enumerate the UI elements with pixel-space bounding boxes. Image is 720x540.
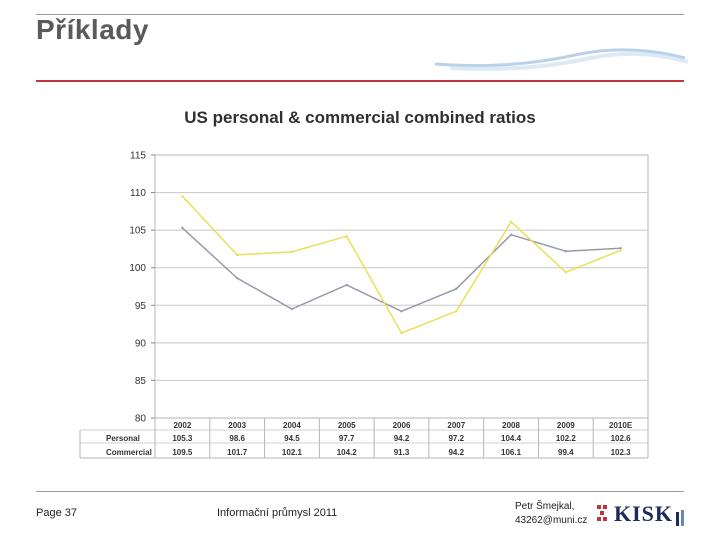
decorative-swoosh [434,48,689,71]
data-label-personal: 97.7 [339,434,355,443]
data-label-commercial: 102.1 [282,448,303,457]
x-tick-label: 2006 [393,421,411,430]
data-point-commercial [345,234,348,238]
slide-title: Příklady [36,14,149,45]
x-tick-label: 2003 [228,421,246,430]
chart-title: US personal & commercial combined ratios [184,108,536,127]
y-tick-label: 110 [130,188,146,199]
y-tick-label: 105 [129,226,146,237]
data-label-commercial: 91.3 [394,448,410,457]
data-label-commercial: 94.2 [448,448,464,457]
data-point-personal [345,283,348,287]
logo-text: KISK [614,501,674,526]
data-point-personal [509,233,513,236]
y-tick-label: 90 [135,338,147,349]
data-label-commercial: 106.1 [501,448,522,457]
x-tick-label: 2002 [173,421,191,430]
x-tick-label: 2010E [609,421,633,430]
data-label-personal: 104.4 [501,434,522,443]
legend-label-commercial: Commercial [106,448,152,457]
data-point-personal [455,287,458,290]
plot-area [154,154,649,419]
x-tick-label: 2004 [283,421,301,430]
data-point-commercial [290,250,294,254]
data-label-personal: 94.5 [284,434,300,443]
data-point-commercial [619,249,622,252]
author-email: 43262@muni.cz [515,515,588,526]
x-tick-label: 2005 [338,421,356,430]
series-line-commercial [181,195,621,335]
data-label-personal: 105.3 [172,434,193,443]
x-tick-label: 2007 [447,421,465,430]
accent-rule [36,80,684,82]
data-label-personal: 102.6 [611,434,632,443]
data-point-commercial [400,331,403,335]
y-tick-label: 85 [135,376,147,387]
data-label-personal: 97.2 [448,434,464,443]
data-point-personal [235,277,239,280]
x-tick-label: 2008 [502,421,520,430]
y-tick-label: 100 [129,263,146,274]
legend-label-personal: Personal [106,434,140,443]
footer-rule [36,491,684,492]
y-tick-label: 115 [130,151,146,162]
x-tick-label: 2009 [557,421,575,430]
y-tick-label: 95 [135,301,147,312]
data-point-commercial [509,220,513,224]
logo-bars-icon [676,510,684,526]
author-name: Petr Šmejkal, [515,501,575,512]
data-label-personal: 94.2 [394,434,410,443]
logo-mark-icon [597,505,607,521]
course-name: Informační průmysl 2011 [217,507,338,519]
data-label-commercial: 109.5 [172,448,193,457]
data-point-personal [619,246,622,250]
data-point-commercial [564,271,568,274]
top-rule [36,14,684,15]
data-label-commercial: 101.7 [227,448,248,457]
data-point-commercial [235,253,239,257]
y-tick-label: 80 [135,414,147,425]
data-point-personal [290,307,294,311]
data-label-personal: 98.6 [229,434,245,443]
series-line-personal [181,227,621,313]
data-point-commercial [181,195,184,198]
data-point-personal [181,226,184,230]
data-point-personal [564,249,568,253]
data-label-commercial: 104.2 [337,448,358,457]
page-number: Page 37 [36,507,77,519]
kisk-logo: KISK [596,500,692,530]
author-info: Petr Šmejkal, 43262@muni.cz [515,500,587,528]
data-point-personal [400,310,403,313]
data-label-personal: 102.2 [556,434,577,443]
data-label-commercial: 102.3 [611,448,632,457]
data-label-commercial: 99.4 [558,448,574,457]
data-point-commercial [455,310,458,313]
